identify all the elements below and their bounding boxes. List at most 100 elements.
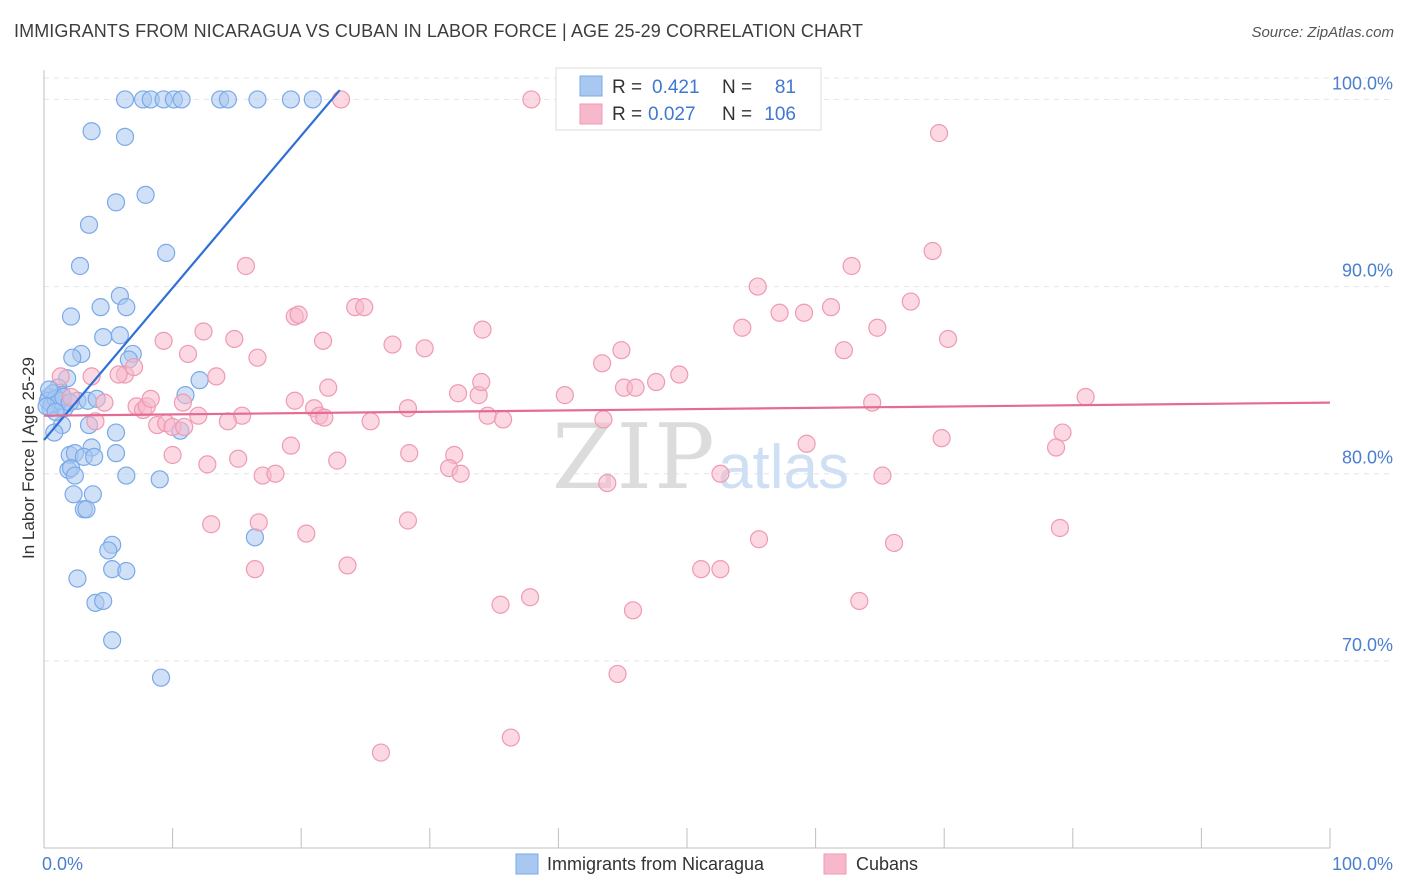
nicaragua-point-43 xyxy=(45,423,64,442)
cubans-point-61 xyxy=(175,417,194,437)
legend-n-label-0: N = xyxy=(722,77,752,98)
nicaragua-point-79 xyxy=(40,380,59,399)
cubans-point-69 xyxy=(863,393,882,412)
cubans-point-4 xyxy=(236,256,256,276)
nicaragua-point-70 xyxy=(103,631,122,650)
cubans-point-2 xyxy=(929,124,949,143)
nicaragua-point-64 xyxy=(99,541,118,560)
nicaragua-point-22 xyxy=(110,326,129,345)
nicaragua-point-56 xyxy=(65,466,84,485)
bottom-legend-label-cubans: Cubans xyxy=(856,854,918,874)
cubans-point-81 xyxy=(451,464,470,483)
cubans-point-91 xyxy=(398,511,418,530)
cubans-point-71 xyxy=(1053,423,1072,442)
y-tick-label-70: 70.0% xyxy=(1342,635,1393,655)
nicaragua-point-51 xyxy=(85,447,104,466)
legend-r-value-0: 0.421 xyxy=(652,77,700,98)
nicaragua-point-8 xyxy=(248,90,267,109)
cubans-point-0 xyxy=(331,90,351,109)
cubans-point-97 xyxy=(338,556,357,575)
cubans-point-57 xyxy=(86,412,105,431)
legend-swatch-nicaragua xyxy=(579,75,603,97)
legend-r-label-0: R = xyxy=(612,77,642,98)
cubans-point-50 xyxy=(141,389,160,408)
cubans-point-68 xyxy=(594,410,613,429)
y-axis-title: In Labor Force | Age 25-29 xyxy=(19,357,38,559)
cubans-point-43 xyxy=(670,365,689,384)
series-nicaragua-points xyxy=(37,90,322,687)
cubans-point-90 xyxy=(202,515,221,534)
cubans-point-3 xyxy=(923,241,942,261)
cubans-point-65 xyxy=(361,412,380,431)
nicaragua-point-14 xyxy=(136,185,155,204)
cubans-point-85 xyxy=(266,464,285,483)
nicaragua-point-61 xyxy=(77,500,96,519)
cubans-point-67 xyxy=(494,410,513,429)
cubans-point-52 xyxy=(189,406,208,425)
cubans-point-87 xyxy=(711,464,730,483)
cubans-point-75 xyxy=(163,445,182,465)
chart-title: IMMIGRANTS FROM NICARAGUA VS CUBAN IN LA… xyxy=(14,21,864,41)
cubans-point-25 xyxy=(733,318,752,337)
watermark-zip: ZIP xyxy=(552,405,717,510)
nicaragua-point-67 xyxy=(68,569,87,588)
cubans-point-103 xyxy=(623,601,643,620)
cubans-point-102 xyxy=(521,588,540,607)
nicaragua-point-9 xyxy=(281,90,301,109)
cubans-point-104 xyxy=(608,664,627,684)
cubans-point-77 xyxy=(281,436,301,455)
nicaragua-point-59 xyxy=(83,485,102,504)
cubans-point-66 xyxy=(478,406,497,425)
cubans-point-93 xyxy=(749,530,769,549)
cubans-point-15 xyxy=(194,322,213,341)
cubans-point-10 xyxy=(355,298,374,317)
cubans-point-83 xyxy=(198,455,217,474)
nicaragua-point-12 xyxy=(115,127,135,146)
nicaragua-point-19 xyxy=(61,307,81,326)
x-tick-label-max: 100.0% xyxy=(1332,854,1393,874)
cubans-point-45 xyxy=(61,387,81,407)
nicaragua-point-57 xyxy=(150,470,169,489)
cubans-point-33 xyxy=(207,367,226,386)
bottom-legend-label-nicaragua: Immigrants from Nicaragua xyxy=(547,854,765,874)
cubans-point-54 xyxy=(285,391,304,410)
cubans-point-39 xyxy=(593,354,612,373)
cubans-point-73 xyxy=(932,429,951,448)
legend-r-label-1: R = xyxy=(612,104,642,125)
cubans-point-1 xyxy=(522,90,541,109)
legend-swatch-cubans xyxy=(579,103,603,125)
cubans-point-11 xyxy=(770,303,789,322)
cubans-point-31 xyxy=(124,357,144,377)
cubans-point-98 xyxy=(245,560,265,579)
cubans-point-62 xyxy=(218,412,237,431)
cubans-point-74 xyxy=(797,434,816,453)
nicaragua-point-21 xyxy=(117,298,136,317)
nicaragua-point-52 xyxy=(106,444,126,463)
nicaragua-point-15 xyxy=(79,215,99,234)
cubans-point-88 xyxy=(873,466,892,485)
cubans-point-18 xyxy=(383,335,402,354)
nicaragua-point-41 xyxy=(190,371,209,390)
cubans-point-8 xyxy=(289,305,308,324)
cubans-point-38 xyxy=(555,386,574,405)
cubans-point-101 xyxy=(491,595,510,614)
nicaragua-point-47 xyxy=(106,423,126,442)
bottom-legend-swatch-cubans xyxy=(823,853,847,875)
legend-n-label-1: N = xyxy=(722,104,752,125)
nicaragua-point-55 xyxy=(117,466,136,485)
x-tick-label-min: 0.0% xyxy=(42,854,83,874)
cubans-point-44 xyxy=(51,367,70,386)
cubans-point-41 xyxy=(626,378,645,397)
cubans-point-106 xyxy=(501,728,520,747)
source-label: Source: ZipAtlas.com xyxy=(1251,24,1394,41)
cubans-point-94 xyxy=(850,591,869,611)
cubans-point-34 xyxy=(319,378,338,397)
nicaragua-trend-line xyxy=(43,89,341,441)
cubans-point-23 xyxy=(415,339,434,358)
cubans-point-72 xyxy=(1046,438,1066,457)
cubans-point-96 xyxy=(1050,518,1070,538)
nicaragua-point-62 xyxy=(245,528,265,547)
cubans-point-37 xyxy=(472,372,491,392)
cubans-point-92 xyxy=(297,524,316,543)
